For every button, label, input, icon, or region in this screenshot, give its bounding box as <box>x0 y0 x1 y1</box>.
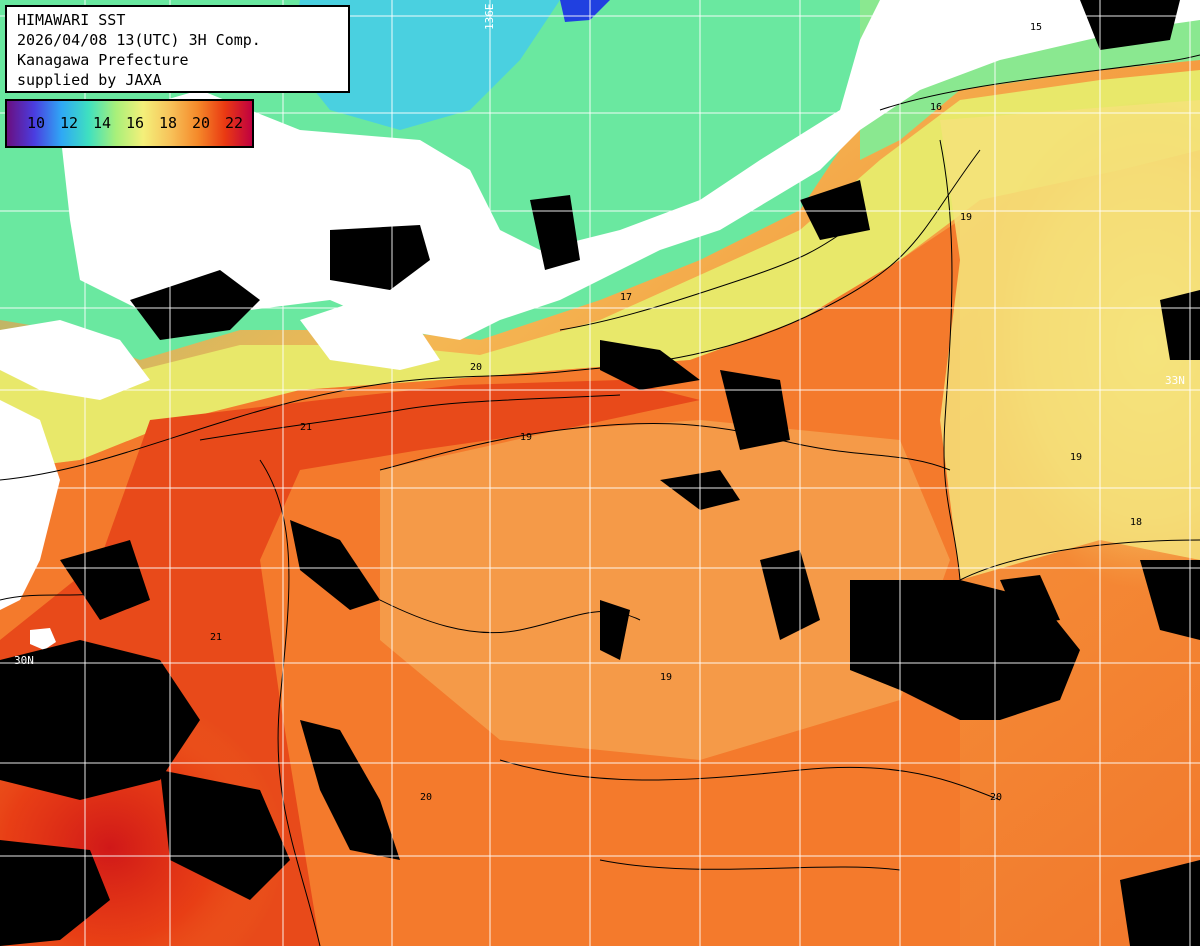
contour-labels: 20 19 21 18 19 19 17 15 16 21 20 19 20 <box>210 22 1142 803</box>
contour-label: 20 <box>990 792 1002 803</box>
cloud-mask <box>600 340 700 390</box>
legend-label: 20 <box>192 114 211 132</box>
contour-label: 19 <box>660 672 672 683</box>
isotherm-line <box>879 54 1200 111</box>
land-shikoku <box>0 320 150 400</box>
lon-label-136e: 136E <box>483 3 496 31</box>
legend-labels: 10 12 14 16 18 20 22 <box>27 114 252 132</box>
isotherm-line <box>0 149 981 481</box>
contour-label: 20 <box>470 362 482 373</box>
land-small-island <box>30 628 56 650</box>
cloud-mask <box>0 840 110 946</box>
cloud-mask <box>0 640 200 800</box>
contour-label: 21 <box>300 422 312 433</box>
cloud-mask <box>290 520 380 610</box>
cloud-mask <box>1000 575 1060 625</box>
cloud-mask <box>760 550 820 640</box>
product-title: HIMAWARI SST <box>17 11 126 29</box>
cloud-mask <box>300 720 400 860</box>
legend-colorbar <box>7 101 252 146</box>
contour-label: 16 <box>930 102 942 113</box>
cool-water-bay <box>290 0 560 130</box>
isotherm-line <box>939 139 961 581</box>
lat-label-30n: 30N <box>14 654 34 667</box>
cloud-mask <box>600 600 630 660</box>
legend-label: 22 <box>225 114 244 132</box>
contour-label: 20 <box>420 792 432 803</box>
isotherm-line <box>959 539 1200 581</box>
contour-label: 17 <box>620 292 632 303</box>
contour-label: 19 <box>960 212 972 223</box>
cloud-mask <box>1080 0 1180 50</box>
land-kii <box>300 300 440 370</box>
legend-label: 10 <box>27 114 46 132</box>
timestamp: 2026/04/08 13(UTC) 3H Comp. <box>17 31 261 49</box>
contour-label: 18 <box>1130 517 1142 528</box>
legend-label: 16 <box>126 114 145 132</box>
isotherm-line <box>559 219 861 331</box>
isotherm-line <box>199 394 621 441</box>
contour-label: 21 <box>210 632 222 643</box>
contour-label: 19 <box>1070 452 1082 463</box>
isotherms <box>0 54 1200 946</box>
region-name: Kanagawa Prefecture <box>17 51 189 69</box>
data-credit: supplied by JAXA <box>17 71 162 89</box>
cloud-mask <box>160 770 290 900</box>
cloud-mask <box>1120 860 1200 946</box>
isotherm-line <box>0 589 121 601</box>
cloud-mask <box>330 225 430 290</box>
map-info-box: HIMAWARI SST 2026/04/08 13(UTC) 3H Comp.… <box>5 5 350 93</box>
contour-label: 19 <box>520 432 532 443</box>
isotherm-line <box>379 422 951 471</box>
isotherm-line <box>599 859 901 871</box>
land-kyushu <box>0 400 60 610</box>
cloud-mask <box>530 195 580 270</box>
east-yellow-body <box>940 100 1200 580</box>
isotherm-line <box>259 459 321 946</box>
lat-label-33n: 33N <box>1165 374 1185 387</box>
cloud-mask <box>60 540 150 620</box>
cloud-mask <box>1140 560 1200 640</box>
contour-label: 15 <box>1030 22 1042 33</box>
isotherm-line <box>379 599 641 634</box>
legend-label: 12 <box>60 114 79 132</box>
isotherm-line <box>499 759 1001 801</box>
cloud-mask <box>130 270 260 340</box>
legend-label: 14 <box>93 114 112 132</box>
temperature-legend: 10 12 14 16 18 20 22 <box>5 99 254 148</box>
legend-label: 18 <box>159 114 178 132</box>
central-orange <box>380 420 950 760</box>
